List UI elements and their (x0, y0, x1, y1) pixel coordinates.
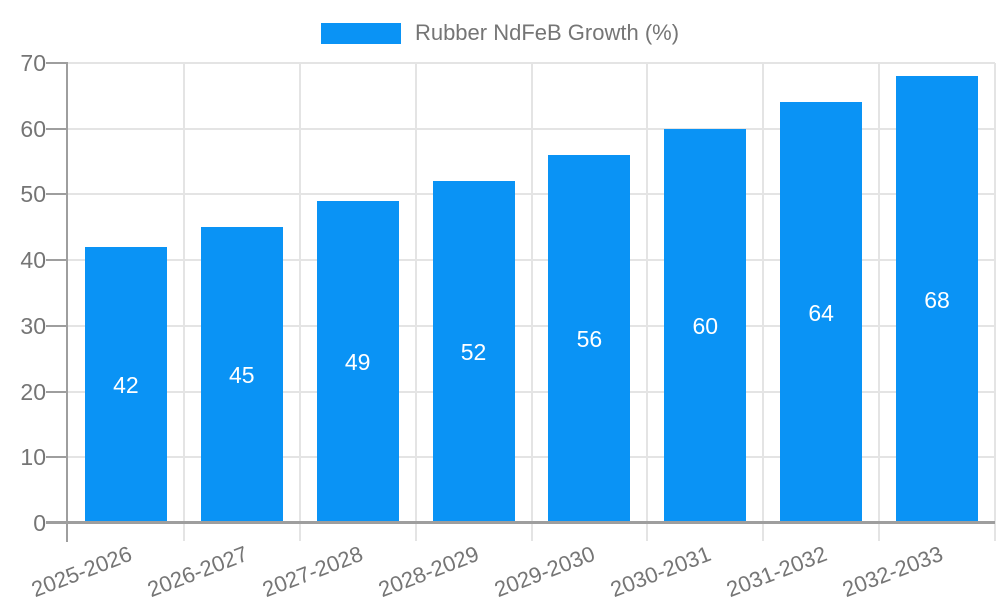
v-gridline (414, 63, 417, 523)
bar[interactable] (200, 227, 283, 523)
legend-swatch[interactable] (320, 22, 401, 44)
legend-label[interactable]: Rubber NdFeB Growth (%) (414, 20, 680, 45)
bar-value-label: 52 (460, 339, 487, 366)
v-gridline (878, 63, 881, 523)
x-axis-label[interactable]: 2028-2029 (375, 541, 483, 603)
bar[interactable] (896, 76, 979, 523)
bar-value-label: 56 (576, 326, 603, 352)
x-axis-tick (298, 523, 301, 541)
v-gridline (182, 63, 185, 523)
bar-value-label: 64 (808, 299, 834, 326)
x-axis-tick (530, 523, 533, 541)
y-axis-tick (46, 193, 68, 196)
v-gridline (762, 63, 765, 523)
y-axis-label: 50 (20, 181, 46, 208)
bar-value-label: 45 (229, 362, 255, 389)
y-axis-label: 60 (20, 115, 46, 142)
bar[interactable] (664, 128, 747, 523)
y-axis-tick (46, 259, 68, 262)
y-axis-label: 70 (20, 50, 46, 76)
v-gridline (994, 63, 996, 523)
x-axis-tick (994, 523, 996, 541)
y-axis-label: 40 (20, 247, 46, 274)
y-axis-tick (46, 390, 68, 393)
x-axis-label[interactable]: 2032-2033 (838, 541, 947, 603)
v-gridline (298, 63, 301, 523)
bar[interactable] (548, 155, 631, 523)
x-axis-label[interactable]: 2031-2032 (722, 541, 831, 603)
x-axis-tick (878, 523, 881, 541)
x-axis-label[interactable]: 2029-2030 (491, 541, 599, 603)
y-axis-tick (46, 456, 68, 459)
bar[interactable] (316, 201, 399, 523)
plot-area: 42 2025-2026 45 2026-2027 49 2027-2028 52 2028-… (28, 62, 996, 602)
y-axis-tick (46, 127, 68, 130)
x-axis-tick (646, 523, 649, 541)
bar[interactable] (432, 181, 515, 523)
bar-value-label: 49 (344, 349, 371, 375)
y-axis-label: 30 (20, 312, 46, 339)
x-axis-label[interactable]: 2027-2028 (259, 541, 367, 603)
x-axis-tick (762, 523, 765, 541)
x-axis-tick (182, 523, 185, 541)
y-axis-tick (46, 62, 68, 64)
x-axis-label[interactable]: 2025-2026 (27, 541, 135, 603)
x-axis-tick (414, 523, 417, 541)
y-axis-tick (46, 324, 68, 327)
legend: Rubber NdFeB Growth (%) (0, 20, 1000, 46)
bar-value-label: 60 (692, 312, 719, 339)
bar-value-label: 68 (924, 286, 950, 313)
bar[interactable] (780, 102, 863, 523)
y-axis-label: 20 (20, 378, 46, 405)
v-gridline (530, 63, 533, 523)
y-axis-line (66, 63, 68, 542)
x-axis-line (46, 521, 995, 524)
y-axis-label: 10 (20, 444, 46, 471)
x-axis-label[interactable]: 2026-2027 (143, 541, 251, 603)
bar[interactable] (84, 247, 167, 523)
v-gridline (646, 63, 649, 523)
y-axis-label: 0 (33, 510, 46, 536)
bar-value-label: 42 (113, 372, 139, 398)
x-axis-label[interactable]: 2030-2031 (607, 541, 715, 603)
